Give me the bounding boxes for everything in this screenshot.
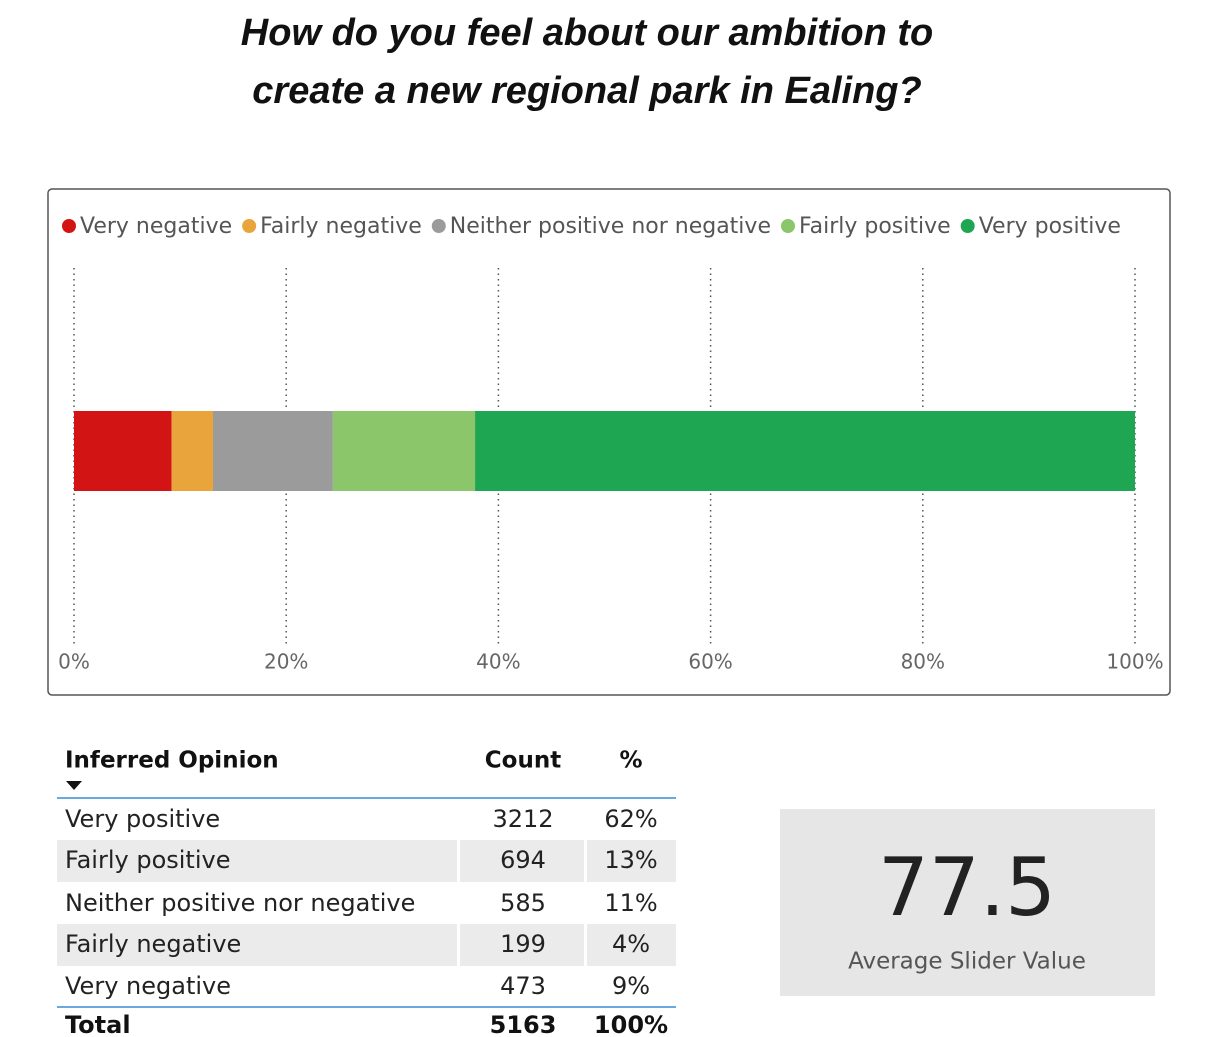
- title-line: How do you feel about our ambition to: [241, 12, 933, 54]
- table-total: 5163: [490, 1011, 557, 1037]
- legend-marker: [431, 219, 446, 233]
- card-label: Average Slider Value: [848, 949, 1086, 975]
- row-background: [587, 924, 676, 966]
- table-cell: 585: [500, 889, 546, 917]
- legend-marker: [960, 219, 975, 233]
- title-line: create a new regional park in Ealing?: [252, 70, 921, 112]
- table-cell: Fairly negative: [65, 930, 241, 958]
- table-cell: 62%: [604, 805, 657, 833]
- bar-segment: [74, 411, 172, 491]
- table-cell: Very positive: [65, 805, 220, 833]
- row-background: [460, 840, 584, 882]
- table-cell: 13%: [604, 846, 657, 874]
- x-tick-label: 60%: [688, 650, 732, 674]
- table-header: Inferred Opinion: [65, 748, 279, 774]
- table-total: Total: [65, 1011, 131, 1037]
- table-cell: 694: [500, 846, 546, 874]
- x-tick-label: 0%: [58, 650, 90, 674]
- bar-segment: [332, 411, 476, 491]
- bar-segment: [475, 411, 1136, 491]
- row-background: [57, 840, 457, 882]
- table-cell: 199: [500, 930, 546, 958]
- bar-segment: [171, 411, 213, 491]
- table-header: Count: [485, 748, 561, 774]
- table-cell: 9%: [612, 972, 650, 1000]
- row-background: [587, 840, 676, 882]
- x-tick-label: 100%: [1106, 650, 1163, 674]
- table-cell: Fairly positive: [65, 846, 230, 874]
- legend-marker: [780, 219, 795, 233]
- table-cell: Very negative: [65, 972, 231, 1000]
- legend-label: Fairly positive: [799, 214, 951, 239]
- table-header: %: [619, 748, 642, 774]
- legend-marker: [242, 219, 257, 233]
- table-cell: Neither positive nor negative: [65, 889, 415, 917]
- row-background: [57, 924, 457, 966]
- table-cell: 473: [500, 972, 546, 1000]
- table-total: 100%: [594, 1011, 668, 1037]
- sort-indicator: [66, 781, 82, 790]
- legend-label: Very negative: [80, 214, 232, 239]
- card-value: 77.5: [878, 841, 1056, 934]
- table-cell: 3212: [492, 805, 553, 833]
- legend-label: Neither positive nor negative: [450, 214, 771, 239]
- x-tick-label: 40%: [476, 650, 520, 674]
- table-cell: 4%: [612, 930, 650, 958]
- legend-label: Fairly negative: [260, 214, 422, 239]
- row-background: [460, 924, 584, 966]
- card-background: [780, 809, 1155, 996]
- x-tick-label: 20%: [264, 650, 308, 674]
- legend-label: Very positive: [979, 214, 1121, 239]
- bar-segment: [212, 411, 333, 491]
- x-tick-label: 80%: [901, 650, 945, 674]
- table-cell: 11%: [604, 889, 657, 917]
- legend-marker: [62, 219, 76, 233]
